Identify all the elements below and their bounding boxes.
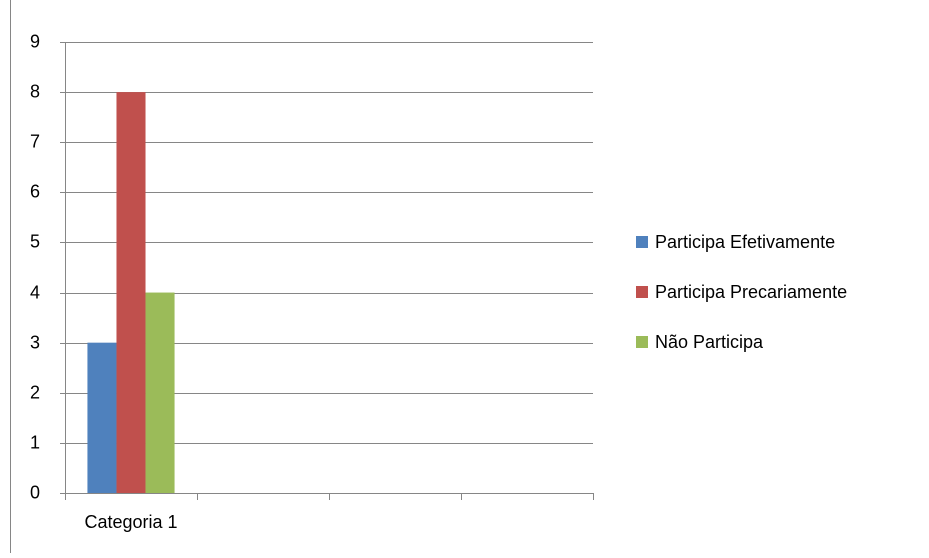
y-tick-label: 1	[30, 432, 40, 452]
y-tick-label: 5	[30, 231, 40, 251]
y-tick-label: 2	[30, 382, 40, 402]
y-tick-label: 0	[30, 482, 40, 502]
bar	[87, 342, 117, 493]
legend-label: Não Participa	[655, 332, 764, 352]
y-tick-label: 4	[30, 282, 40, 302]
legend-swatch	[636, 286, 648, 298]
y-tick-label: 7	[30, 131, 40, 151]
bar	[116, 92, 146, 493]
y-tick-label: 3	[30, 332, 40, 352]
legend-label: Participa Efetivamente	[655, 232, 835, 252]
y-tick-label: 9	[30, 31, 40, 51]
legend-swatch	[636, 336, 648, 348]
bar	[145, 292, 175, 493]
legend-swatch	[636, 236, 648, 248]
x-tick-label: Categoria 1	[84, 512, 177, 532]
y-tick-label: 6	[30, 181, 40, 201]
legend-label: Participa Precariamente	[655, 282, 847, 302]
y-tick-label: 8	[30, 81, 40, 101]
